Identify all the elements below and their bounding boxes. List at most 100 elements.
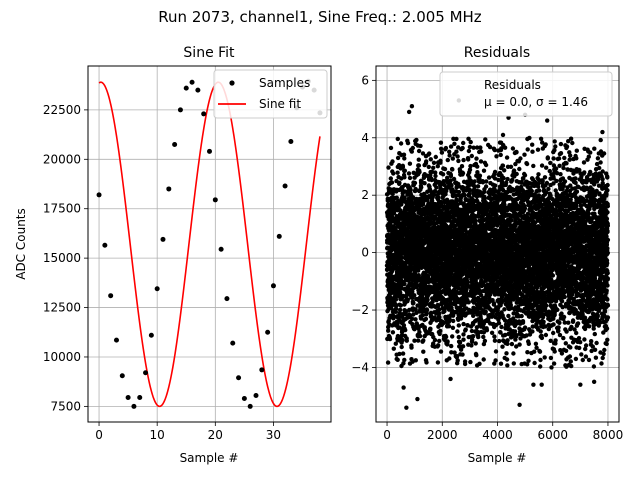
residual-point (454, 150, 458, 154)
residual-point (408, 162, 412, 166)
residual-point (443, 167, 447, 171)
samples-legend-marker (229, 80, 234, 85)
residual-point (503, 146, 507, 150)
residual-point (519, 314, 523, 318)
sample-point (207, 149, 212, 154)
residual-point (429, 157, 433, 161)
residual-point (466, 157, 470, 161)
residual-point (418, 144, 422, 148)
residual-point (467, 149, 471, 153)
sample-point (143, 370, 148, 375)
residual-point (439, 141, 443, 145)
residual-point (511, 351, 515, 355)
y-tick-label: 7500 (50, 399, 81, 413)
residual-point (421, 338, 425, 342)
figure-suptitle: Run 2073, channel1, Sine Freq.: 2.005 MH… (158, 8, 482, 26)
residual-point (449, 174, 453, 178)
residual-point (492, 334, 496, 338)
residual-point (452, 177, 456, 181)
residual-point (474, 353, 478, 357)
residual-point (434, 185, 438, 189)
x-tick-label: 30 (266, 428, 281, 442)
residual-point (402, 175, 406, 179)
residual-point (506, 314, 510, 318)
residual-point (403, 328, 407, 332)
residual-point (456, 159, 460, 163)
residual-point (476, 335, 480, 339)
residual-point (461, 141, 465, 145)
residual-point (483, 339, 487, 343)
residual-point (427, 165, 431, 169)
residual-point (493, 148, 497, 152)
residual-point (445, 339, 449, 343)
residual-point (455, 154, 459, 158)
residual-point (479, 159, 483, 163)
residual-point (450, 334, 454, 338)
residual-point (391, 171, 395, 175)
residual-point (395, 171, 399, 175)
residual-point (484, 310, 488, 314)
residual-point (433, 174, 437, 178)
y-tick-label: 22500 (43, 103, 81, 117)
sample-point (236, 375, 241, 380)
residual-point (439, 147, 443, 151)
residual-point (482, 357, 486, 361)
residual-point (504, 351, 508, 355)
residual-point (425, 308, 429, 312)
sample-point (172, 142, 177, 147)
residual-point (449, 183, 453, 187)
residual-point (478, 174, 482, 178)
residual-point (434, 155, 438, 159)
y-tick-label: 10000 (43, 350, 81, 364)
residual-point (501, 164, 505, 168)
residual-point (407, 171, 411, 175)
residual-point (392, 347, 396, 351)
residual-point (447, 324, 451, 328)
sample-point (120, 373, 125, 378)
sine-fit-title: Sine Fit (183, 45, 235, 61)
sample-point (283, 183, 288, 188)
residual-point (461, 338, 465, 342)
sample-point (190, 80, 195, 85)
residual-point (438, 329, 442, 333)
residual-point (413, 317, 417, 321)
residual-point (412, 293, 416, 297)
y-tick-label: 15000 (43, 251, 81, 265)
residual-point (502, 307, 506, 311)
residual-point (408, 176, 412, 180)
residual-point (402, 156, 406, 160)
sample-point (108, 293, 113, 298)
residual-point (514, 150, 518, 154)
residual-point (477, 362, 481, 366)
residual-point (386, 329, 390, 333)
residual-point (386, 360, 390, 364)
residual-point (417, 149, 421, 153)
sine-fit-xlabel: Sample # (180, 451, 239, 465)
residual-point (509, 218, 513, 222)
residual-point (468, 164, 472, 168)
residual-point (424, 360, 428, 364)
residual-point (463, 193, 467, 197)
residual-point (400, 345, 404, 349)
residual-point (427, 151, 431, 155)
residual-point (398, 308, 402, 312)
residual-point (428, 327, 432, 331)
residual-point (414, 358, 418, 362)
residual-point (424, 159, 428, 163)
residuals-title: Residuals (464, 45, 530, 61)
residual-point (460, 352, 464, 356)
residual-point (439, 349, 443, 353)
sine-fit-legend: Samples Sine fit (214, 70, 327, 118)
sample-point (149, 333, 154, 338)
residual-point (499, 325, 503, 329)
residual-point (451, 156, 455, 160)
residual-point (493, 183, 497, 187)
sample-point (184, 86, 189, 91)
residual-point (451, 319, 455, 323)
residual-point (397, 181, 401, 185)
residual-point (473, 219, 477, 223)
sample-point (102, 243, 107, 248)
sample-point (288, 139, 293, 144)
sample-point (254, 393, 259, 398)
